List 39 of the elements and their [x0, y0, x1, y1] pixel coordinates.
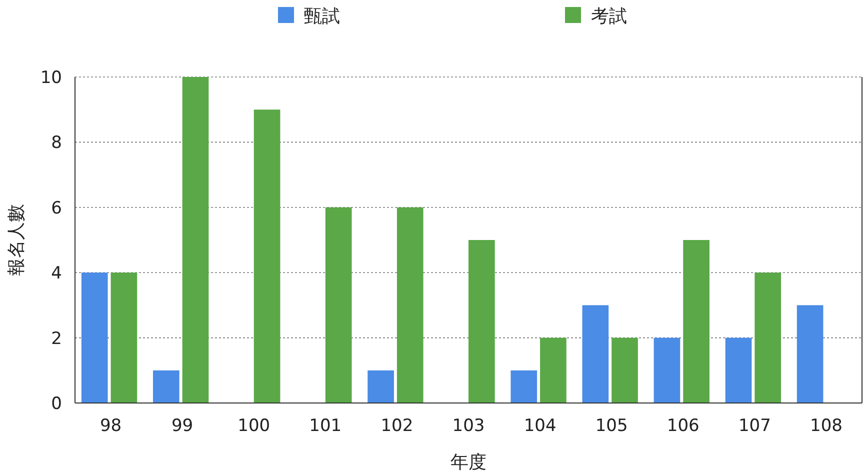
bar — [468, 240, 495, 403]
bar — [510, 370, 538, 403]
x-tick-label: 105 — [595, 416, 628, 436]
x-tick-label: 103 — [452, 416, 485, 436]
bar — [396, 207, 424, 403]
legend-label: 甄試 — [304, 6, 340, 27]
x-tick-label: 106 — [666, 416, 700, 436]
y-tick-label: 10 — [40, 68, 62, 88]
bar — [540, 338, 566, 403]
x-axis-title: 年度 — [450, 452, 486, 473]
bar — [325, 207, 352, 403]
bar — [654, 338, 680, 403]
x-tick-label: 108 — [810, 416, 842, 436]
bar — [368, 370, 394, 403]
bar — [110, 272, 138, 403]
y-axis-title: 報名人數 — [6, 204, 27, 276]
x-tick-label: 102 — [380, 416, 414, 436]
bar — [254, 110, 280, 403]
bar — [612, 338, 638, 403]
y-tick-label: 2 — [51, 328, 62, 349]
bar — [582, 305, 609, 403]
y-tick-label: 4 — [51, 264, 62, 284]
y-tick-label: 6 — [51, 198, 62, 218]
y-tick-label: 0 — [51, 394, 62, 414]
bar — [182, 77, 209, 403]
bar — [796, 305, 824, 403]
x-tick-label: 99 — [172, 416, 194, 436]
bar — [754, 272, 782, 403]
x-tick-label: 100 — [238, 416, 270, 436]
x-tick-label: 107 — [738, 416, 771, 436]
bar — [683, 240, 710, 403]
bar — [152, 370, 180, 403]
x-tick-label: 101 — [309, 416, 342, 436]
y-tick-label: 8 — [51, 133, 62, 154]
x-tick-label: 98 — [100, 416, 122, 436]
x-tick-label: 104 — [524, 416, 556, 436]
bar — [725, 338, 752, 403]
legend-label: 考試 — [591, 6, 627, 27]
bar — [81, 272, 108, 403]
